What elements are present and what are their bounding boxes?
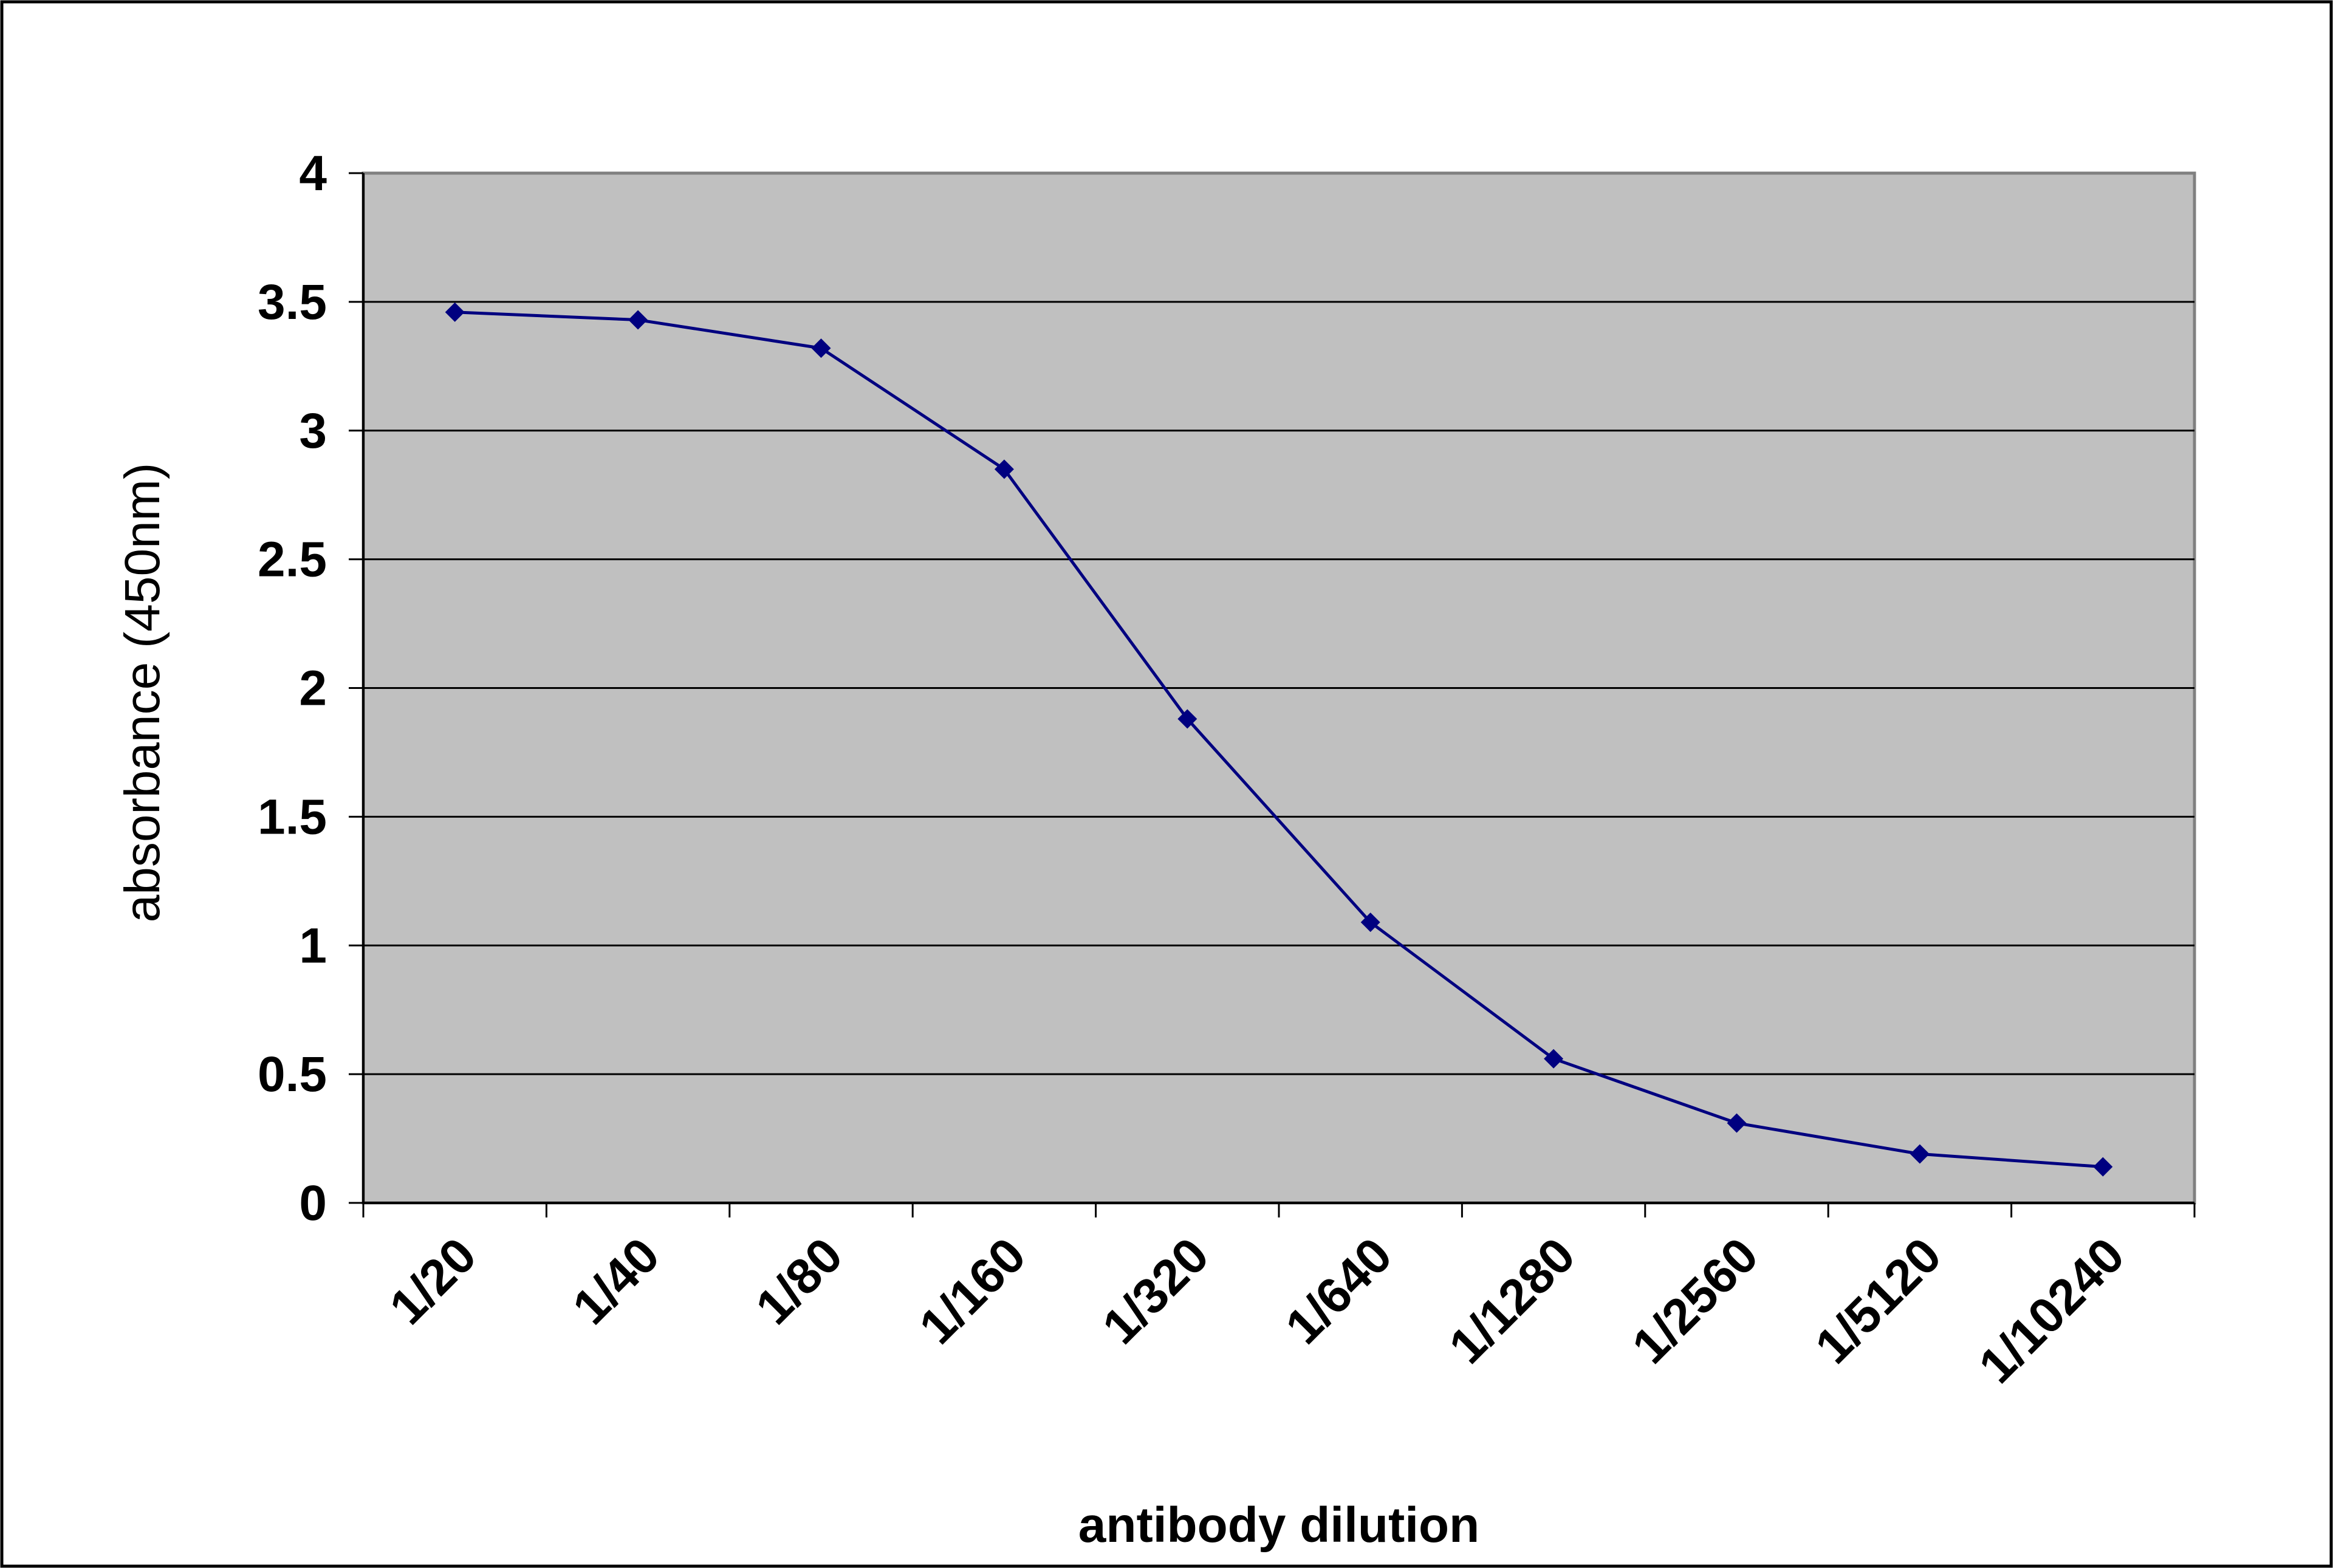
x-axis-title: antibody dilution <box>1078 1498 1479 1553</box>
y-tick-label: 1 <box>299 918 327 973</box>
data-point-marker <box>2093 1157 2113 1177</box>
gridlines <box>363 301 2194 1075</box>
data-point-marker <box>445 302 465 322</box>
series-markers <box>445 302 2113 1177</box>
y-tick-label: 3.5 <box>258 275 327 330</box>
y-tick-label: 0 <box>299 1176 327 1231</box>
data-point-marker <box>1177 709 1197 729</box>
y-tick-label: 2 <box>299 661 327 716</box>
series-line-group <box>454 310 2103 1169</box>
data-point-marker <box>994 459 1014 479</box>
y-tick-label: 1.5 <box>258 789 327 844</box>
data-point-marker <box>1544 1049 1564 1069</box>
series-line <box>454 310 2103 1169</box>
y-axis-title: absorbance (450nm) <box>115 463 170 923</box>
data-point-marker <box>811 338 831 358</box>
axes <box>349 172 2196 1217</box>
y-tick-label: 0.5 <box>258 1047 327 1102</box>
y-tick-label: 4 <box>299 146 327 201</box>
data-point-marker <box>1360 912 1380 933</box>
data-point-marker <box>1727 1113 1747 1133</box>
data-point-marker <box>1910 1144 1930 1164</box>
y-tick-labels: 0 0.5 1 1.5 2 2.5 3 3.5 4 <box>258 146 327 1231</box>
y-tick-label: 3 <box>299 403 327 459</box>
y-tick-label: 2.5 <box>258 532 327 587</box>
data-point-marker <box>628 310 648 330</box>
